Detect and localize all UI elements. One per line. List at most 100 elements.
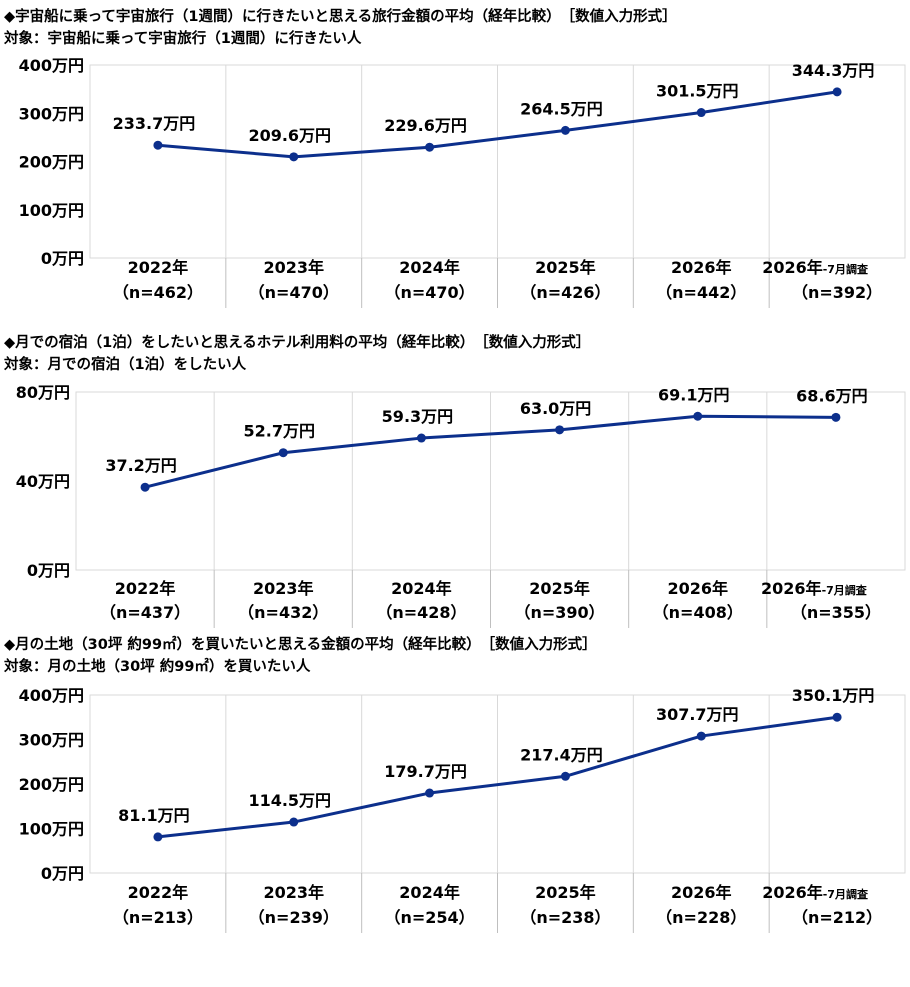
- data-label: 69.1万円: [658, 385, 729, 404]
- category-label: 2024年: [399, 258, 460, 277]
- data-point: [140, 482, 150, 492]
- sample-size-label: （n=428）: [376, 603, 466, 622]
- category-label: 2022年: [115, 579, 176, 598]
- category-label: 2026年: [671, 883, 732, 902]
- y-tick-label: 100万円: [19, 201, 84, 220]
- data-label: 37.2万円: [105, 456, 176, 475]
- sample-size-label: （n=442）: [656, 283, 746, 302]
- data-point: [696, 731, 706, 741]
- data-label: 114.5万円: [248, 791, 331, 810]
- y-tick-label: 100万円: [19, 820, 84, 839]
- sample-size-label: （n=470）: [249, 283, 339, 302]
- category-label: 2025年: [529, 579, 590, 598]
- data-label: 350.1万円: [792, 686, 875, 705]
- sample-size-label: （n=390）: [514, 603, 604, 622]
- data-point: [560, 771, 570, 781]
- data-label: 59.3万円: [382, 407, 453, 426]
- category-label: 2026年-7月調査: [762, 258, 868, 277]
- y-tick-label: 200万円: [19, 153, 84, 172]
- data-point: [555, 425, 565, 435]
- category-label: 2025年: [535, 258, 596, 277]
- category-label: 2022年: [128, 883, 189, 902]
- data-label: 344.3万円: [792, 61, 875, 80]
- sample-size-label: （n=462）: [113, 283, 203, 302]
- line-chart-moon-land: 0万円 100万円 200万円 300万円 400万円 81.1万円 114.5万円 179.…: [19, 686, 906, 933]
- data-label: 63.0万円: [520, 399, 591, 418]
- chart-subtitle: 対象：月での宿泊（1泊）をしたい人: [4, 357, 247, 373]
- data-point: [289, 817, 299, 827]
- sample-size-label: （n=437）: [100, 603, 190, 622]
- chart-subtitle: 対象：宇宙船に乗って宇宙旅行（1週間）に行きたい人: [4, 31, 362, 47]
- chart-title: ◆宇宙船に乗って宇宙旅行（1週間）に行きたいと思える旅行金額の平均（経年比較） …: [4, 9, 677, 25]
- line-chart-moon-hotel: 0万円 40万円 80万円 37.2万円 52.7万円 59.3万円 63.0万円 69.1万…: [16, 383, 906, 628]
- y-tick-label: 80万円: [16, 383, 70, 402]
- data-point: [425, 788, 435, 798]
- data-point: [289, 152, 299, 162]
- category-label: 2023年: [263, 258, 324, 277]
- y-tick-label: 300万円: [19, 104, 84, 123]
- sample-size-label: （n=254）: [384, 908, 474, 927]
- category-label: 2025年: [535, 883, 596, 902]
- data-point: [416, 433, 426, 443]
- category-note: -7月調査: [823, 262, 868, 276]
- chart-title: ◆月の土地（30坪 約99㎡）を買いたいと思える金額の平均（経年比較） ［数値入…: [4, 637, 597, 653]
- y-tick-label: 300万円: [19, 731, 84, 750]
- data-point: [696, 108, 706, 118]
- category-label: 2026年: [671, 258, 732, 277]
- sample-size-label: （n=426）: [520, 283, 610, 302]
- chart-subtitle: 対象：月の土地（30坪 約99㎡）を買いたい人: [4, 659, 311, 675]
- sample-size-label: （n=392）: [792, 283, 882, 302]
- data-point: [560, 125, 570, 135]
- chart-panel-space-travel: ◆宇宙船に乗って宇宙旅行（1週間）に行きたいと思える旅行金額の平均（経年比較） …: [0, 0, 910, 315]
- category-label: 2026年-7月調査: [762, 883, 868, 902]
- chart-title: ◆月での宿泊（1泊）をしたいと思えるホテル利用料の平均（経年比較） ［数値入力形…: [4, 335, 591, 351]
- y-tick-label: 40万円: [16, 472, 70, 491]
- data-point: [832, 87, 842, 97]
- data-label: 179.7万円: [384, 762, 467, 781]
- data-label: 81.1万円: [118, 806, 189, 825]
- category-note: -7月調査: [823, 887, 868, 901]
- data-point: [693, 411, 703, 421]
- series-line: [144, 414, 836, 489]
- data-label: 209.6万円: [248, 126, 331, 145]
- data-point: [153, 140, 163, 150]
- data-label: 301.5万円: [656, 82, 739, 101]
- series-line: [157, 715, 838, 839]
- chart-panel-moon-land: ◆月の土地（30坪 約99㎡）を買いたいと思える金額の平均（経年比較） ［数値入…: [0, 632, 910, 940]
- category-label: 2024年: [391, 579, 452, 598]
- category-note: -7月調査: [822, 583, 867, 597]
- data-label: 307.7万円: [656, 705, 739, 724]
- data-point: [832, 712, 842, 722]
- sample-size-label: （n=408）: [653, 603, 743, 622]
- y-tick-label: 200万円: [19, 775, 84, 794]
- y-tick-label: 400万円: [19, 56, 84, 75]
- data-label: 233.7万円: [113, 114, 196, 133]
- y-tick-label: 400万円: [19, 686, 84, 705]
- y-tick-label: 0万円: [41, 864, 84, 883]
- category-label: 2022年: [128, 258, 189, 277]
- sample-size-label: （n=470）: [384, 283, 474, 302]
- data-point: [278, 448, 288, 458]
- data-label: 229.6万円: [384, 116, 467, 135]
- data-label: 52.7万円: [244, 422, 315, 441]
- y-tick-label: 0万円: [41, 249, 84, 268]
- chart-panel-moon-hotel: ◆月での宿泊（1泊）をしたいと思えるホテル利用料の平均（経年比較） ［数値入力形…: [0, 330, 910, 630]
- sample-size-label: （n=238）: [520, 908, 610, 927]
- category-label: 2026年: [667, 579, 728, 598]
- data-label: 217.4万円: [520, 745, 603, 764]
- category-label: 2024年: [399, 883, 460, 902]
- data-label: 264.5万円: [520, 99, 603, 118]
- sample-size-label: （n=239）: [249, 908, 339, 927]
- sample-size-label: （n=432）: [238, 603, 328, 622]
- sample-size-label: （n=355）: [791, 603, 881, 622]
- category-label: 2026年-7月調査: [761, 579, 867, 598]
- sample-size-label: （n=212）: [792, 908, 882, 927]
- category-label: 2023年: [253, 579, 314, 598]
- sample-size-label: （n=228）: [656, 908, 746, 927]
- sample-size-label: （n=213）: [113, 908, 203, 927]
- line-chart-space-travel: 0万円 100万円 200万円 300万円 400万円 233.7万円 209.6万円 229…: [19, 56, 906, 308]
- series-line: [157, 90, 838, 159]
- data-point: [425, 142, 435, 152]
- data-label: 68.6万円: [796, 386, 867, 405]
- y-tick-label: 0万円: [27, 561, 70, 580]
